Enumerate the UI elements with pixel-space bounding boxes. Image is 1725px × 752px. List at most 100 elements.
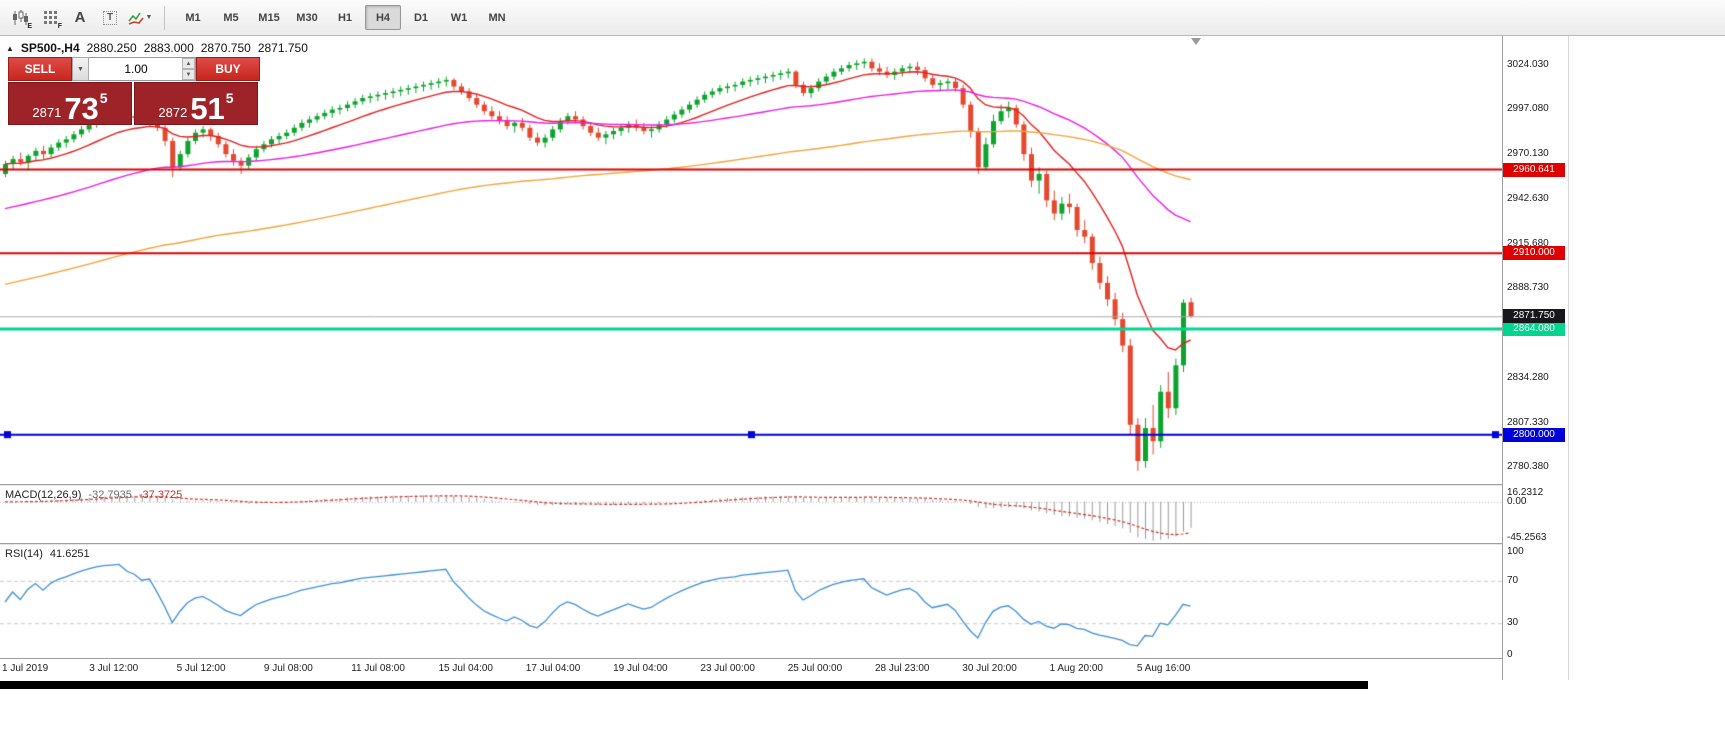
ask-pip-digit: 5 [225,90,234,106]
time-axis-label: 1 Aug 20:00 [1049,663,1103,674]
timeframe-button-m1[interactable]: M1 [185,11,201,24]
macd-axis-label: 0.00 [1507,495,1527,507]
buy-button[interactable]: BUY [196,57,260,81]
hline-price-label: 2800.000 [1503,427,1565,442]
chevron-down-icon: ▼ [145,14,153,21]
timeframe-button-m30[interactable]: M30 [296,11,318,24]
time-axis-label: 9 Jul 08:00 [263,663,313,674]
price-scale-border [1502,36,1503,680]
time-axis-label: 19 Jul 04:00 [613,663,668,674]
pane-splitter-rsi[interactable] [0,543,1502,544]
timeframe-button-h1[interactable]: H1 [337,11,353,24]
chart-header: ▲ SP500-,H4 2880.250 2883.000 2870.750 2… [6,41,308,55]
ask-price-box[interactable]: 2872 51 5 [134,82,258,125]
grid-template-icon[interactable]: F [36,4,64,32]
hline-price-label: 2910.000 [1503,246,1565,261]
timeframe-button-h4[interactable]: H4 [365,5,401,30]
macd-pane-canvas[interactable] [0,486,1502,543]
price-axis-label: 2834.280 [1507,372,1549,384]
volume-increment-button[interactable]: ▲ [182,58,195,69]
timeframe-button-d1[interactable]: D1 [413,11,429,24]
ohlc-open: 2880.250 [86,41,137,55]
symbol-period-label: SP500-,H4 [20,41,80,55]
bid-pip-digit: 5 [99,90,108,106]
current-price-label: 2871.750 [1503,309,1565,324]
indicators-menu-icon[interactable]: ▼ [126,4,154,32]
toolbar: E F A T ▼ M1 M5 M15 M30 [0,0,1725,36]
rsi-axis-label: 100 [1507,546,1524,557]
price-axis-label: 3024.030 [1507,59,1549,70]
price-axis-label: 2888.730 [1507,282,1549,294]
ohlc-close: 2871.750 [257,41,308,55]
rsi-axis-label: 30 [1507,617,1519,629]
one-click-trading-panel: SELL ▼ ▲ ▼ BUY 2871 73 5 2872 51 5 [8,57,260,125]
ask-big-digits: 51 [190,90,225,126]
candles-glyph [13,9,28,25]
hline-price-label: 2864.080 [1503,321,1565,336]
macd-axis-label: 16.2312 [1507,487,1544,498]
grid-glyph [43,11,57,24]
time-axis-label: 11 Jul 08:00 [351,663,405,674]
timeframe-button-m15[interactable]: M15 [258,11,280,24]
collapse-trade-panel-icon[interactable]: ▲ [6,43,14,53]
price-axis-label: 2970.130 [1507,147,1549,159]
time-axis-label: 5 Aug 16:00 [1136,663,1191,674]
time-axis-label: 17 Jul 04:00 [525,663,581,674]
ohlc-high: 2883.000 [143,41,194,55]
price-axis-label: 2780.380 [1507,461,1549,473]
chart-shift-marker-icon[interactable] [1191,38,1201,45]
text-label-icon[interactable]: T [96,4,124,32]
rsi-name: RSI(14) [5,548,43,560]
time-axis-label: 1 Jul 2019 [2,663,49,674]
time-axis-label: 30 Jul 20:00 [962,663,1017,674]
window-edge [1568,36,1569,680]
macd-axis-label: -45.2563 [1507,531,1547,543]
pane-splitter-highlight [0,485,1502,486]
font-annotation-icon[interactable]: A [74,9,86,26]
rsi-axis-label: 70 [1507,574,1519,586]
toolbar-separator [164,5,165,30]
ohlc-low: 2870.750 [200,41,251,55]
volume-input[interactable] [89,57,196,81]
macd-name: MACD(12,26,9) [5,489,82,501]
pane-splitter-highlight [0,544,1502,545]
timeframe-group: M1 M5 M15 M30 H1 H4 D1 W1 MN [174,5,516,30]
volume-decrement-button[interactable]: ▼ [182,69,195,80]
time-axis: 1 Jul 2019 3 Jul 12:00 5 Jul 12:00 9 Jul… [0,661,1502,679]
hline-price-label: 2960.641 [1503,162,1565,177]
price-axis-label: 2915.680 [1507,237,1549,249]
rsi-pane-canvas[interactable] [0,545,1502,658]
icon-badge: F [57,22,62,30]
icon-badge: E [27,22,32,30]
price-axis-label: 2942.630 [1507,193,1549,205]
timeframe-button-mn[interactable]: MN [488,11,506,24]
time-axis-label: 25 Jul 00:00 [787,663,843,674]
rsi-axis-label: 0 [1507,649,1513,660]
ask-prefix: 2872 [158,105,188,120]
price-axis-label: 2997.080 [1507,103,1549,115]
time-axis-label: 23 Jul 00:00 [700,663,755,674]
macd-main-value: -32.7935 [88,489,132,501]
time-axis-label: 3 Jul 12:00 [89,663,139,674]
macd-signal-value: -37.3725 [138,489,183,501]
rsi-indicator-label: RSI(14) 41.6251 [5,548,90,560]
timeframe-button-m5[interactable]: M5 [223,11,239,24]
bid-price-box[interactable]: 2871 73 5 [8,82,132,125]
price-axis-label: 2807.330 [1507,416,1549,428]
indicator-glyph [127,12,144,25]
time-axis-separator [0,658,1502,659]
macd-indicator-label: MACD(12,26,9) -32.7935 -37.3725 [5,489,182,501]
timeframe-button-w1[interactable]: W1 [450,11,468,24]
horizontal-scrollbar[interactable] [0,681,1368,689]
time-axis-label: 5 Jul 12:00 [176,663,226,674]
rsi-value: 41.6251 [49,548,90,560]
volume-dropdown-button[interactable]: ▼ [72,57,89,81]
bid-big-digits: 73 [64,90,99,126]
pane-splitter-macd[interactable] [0,484,1502,485]
candlestick-template-icon[interactable]: E [6,4,34,32]
time-axis-label: 28 Jul 23:00 [875,663,930,674]
sell-button[interactable]: SELL [8,57,72,81]
time-axis-label: 15 Jul 04:00 [438,663,494,674]
bid-prefix: 2871 [32,105,62,120]
